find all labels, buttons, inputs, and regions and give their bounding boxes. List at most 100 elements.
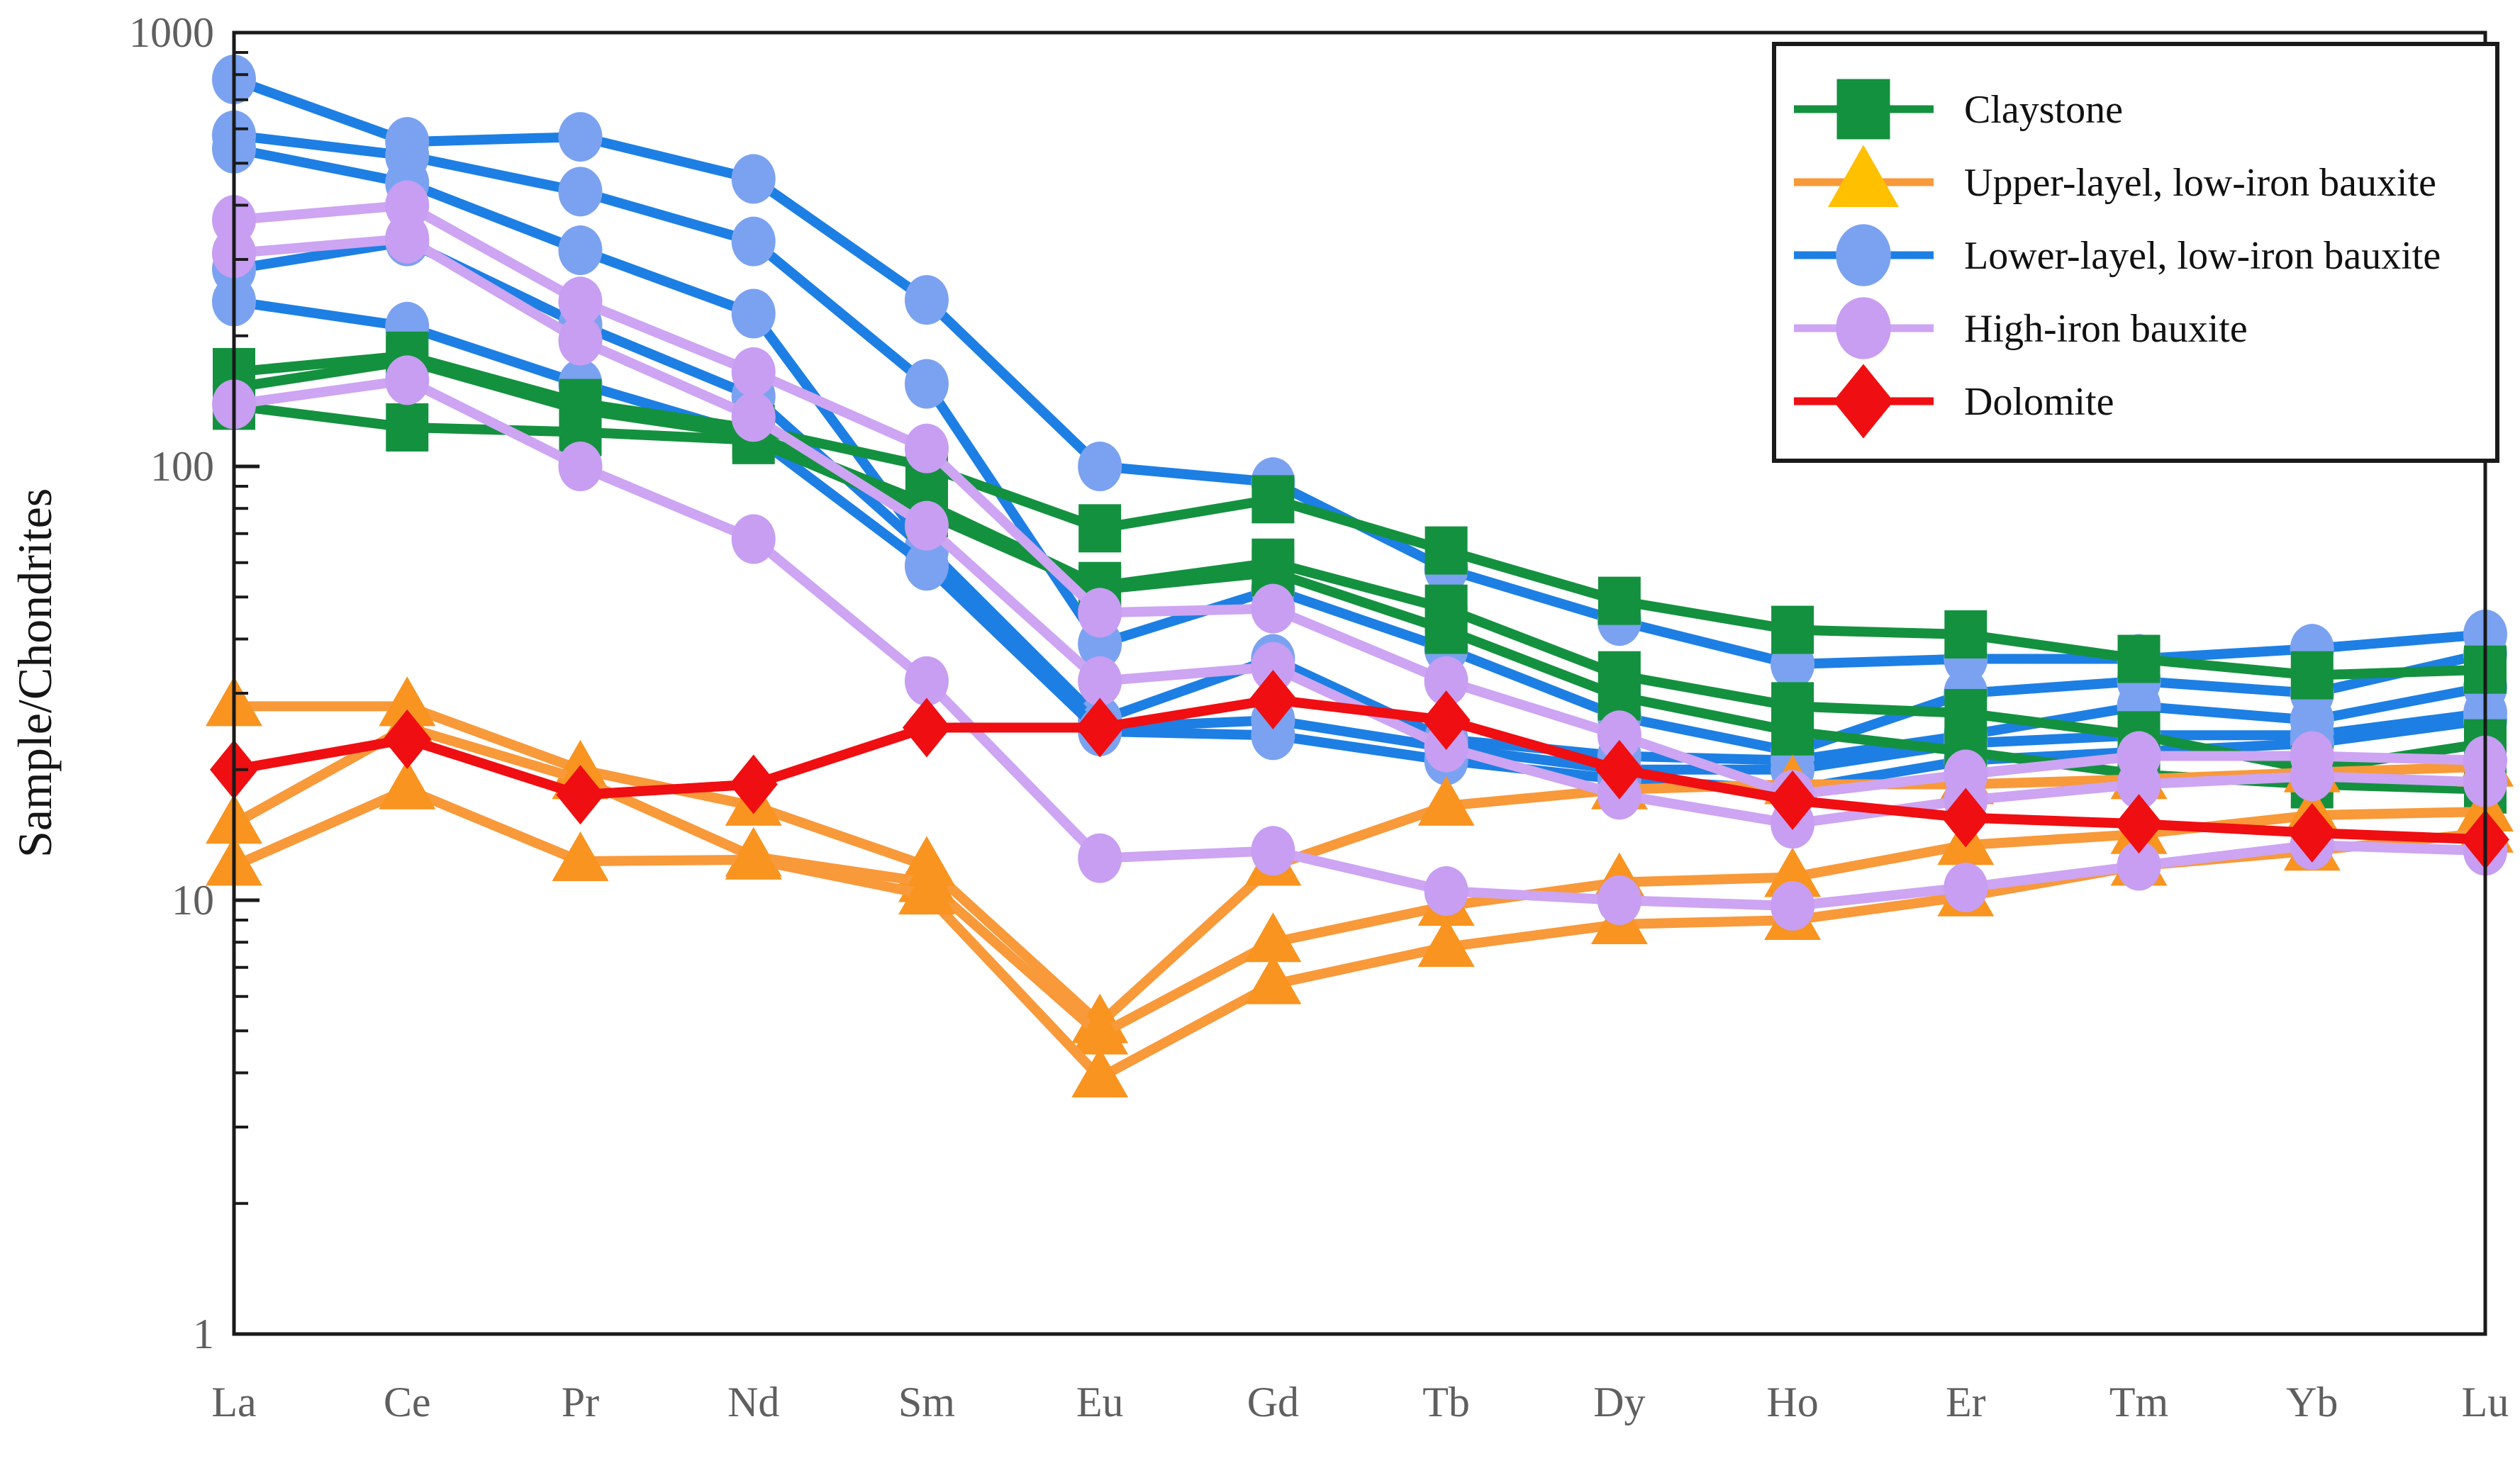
- series-line: [229, 130, 2490, 757]
- data-point-marker: [1078, 588, 1122, 638]
- data-point-marker: [1251, 826, 1295, 876]
- x-tick-label-er: Er: [1946, 1379, 1986, 1425]
- x-tick-label-tm: Tm: [2109, 1379, 2168, 1425]
- x-tick-label-ho: Ho: [1766, 1379, 1818, 1425]
- x-tick-label-tb: Tb: [1422, 1379, 1470, 1425]
- data-point-marker: [1078, 833, 1122, 883]
- series-line: [229, 296, 2490, 795]
- data-point-marker: [1251, 475, 1295, 524]
- data-point-marker: [558, 112, 603, 162]
- legend-entry-lower-layel-low-iron-bauxite: Lower-layel, low-iron bauxite: [1794, 224, 2441, 286]
- series-line: [229, 350, 2490, 680]
- data-point-marker: [1597, 875, 1641, 925]
- data-point-marker: [1836, 79, 1890, 140]
- data-point-marker: [2117, 634, 2161, 683]
- data-point-marker: [552, 831, 609, 881]
- legend-label: Lower-layel, low-iron bauxite: [1964, 234, 2441, 278]
- y-tick-label-1: 1: [193, 1311, 214, 1357]
- data-point-marker: [2290, 751, 2334, 802]
- data-point-marker: [1417, 775, 1475, 826]
- data-point-marker: [1078, 656, 1122, 706]
- data-point-marker: [1941, 788, 1990, 848]
- data-point-marker: [904, 656, 949, 706]
- y-tick-label-1000: 1000: [129, 9, 214, 56]
- data-point-marker: [1249, 670, 1298, 730]
- data-point-marker: [386, 403, 429, 452]
- data-point-marker: [904, 423, 949, 474]
- data-point-marker: [1425, 526, 1468, 575]
- data-point-marker: [731, 154, 776, 204]
- series-line: [229, 400, 2490, 795]
- data-point-marker: [2117, 841, 2161, 891]
- plot-frame: [232, 30, 2487, 1336]
- data-point-marker: [558, 276, 603, 327]
- data-point-marker: [731, 392, 776, 442]
- data-point-marker: [1078, 442, 1122, 491]
- legend-label: Claystone: [1964, 88, 2123, 132]
- data-point-marker: [904, 500, 949, 551]
- legend-label: High-iron bauxite: [1964, 307, 2248, 351]
- x-tick-label-dy: Dy: [1593, 1379, 1645, 1425]
- legend: Claystone Upper-layel, low-iron bauxite Lo…: [1772, 42, 2499, 463]
- x-tick-label-gd: Gd: [1247, 1379, 1299, 1425]
- data-point-marker: [1598, 576, 1641, 625]
- data-point-marker: [558, 225, 603, 276]
- data-point-marker: [1251, 583, 1295, 634]
- data-point-marker: [902, 697, 951, 758]
- data-point-marker: [729, 754, 778, 814]
- data-point-marker: [1076, 697, 1125, 758]
- data-point-marker: [731, 216, 776, 267]
- series-line: [229, 356, 2490, 775]
- legend-entry-claystone: Claystone: [1794, 79, 2123, 140]
- data-point-marker: [1768, 770, 1817, 830]
- data-point-marker: [1078, 504, 1122, 553]
- x-tick-label-la: La: [211, 1379, 256, 1425]
- data-point-marker: [558, 442, 603, 491]
- x-tick-label-lu: Lu: [2462, 1379, 2509, 1425]
- legend-label: Dolomite: [1964, 380, 2114, 424]
- data-point-marker: [1833, 364, 1894, 439]
- data-point-marker: [1251, 710, 1295, 761]
- data-point-marker: [1071, 1048, 1129, 1098]
- data-point-marker: [383, 709, 432, 769]
- data-point-marker: [2117, 759, 2161, 809]
- data-point-marker: [1425, 605, 1468, 654]
- data-point-marker: [1595, 739, 1644, 800]
- x-tick-label-ce: Ce: [384, 1379, 431, 1425]
- data-point-marker: [1597, 710, 1641, 761]
- data-point-marker: [1771, 605, 1814, 654]
- data-point-marker: [1828, 145, 1899, 207]
- legend-entry-high-iron-bauxite: High-iron bauxite: [1794, 297, 2248, 359]
- data-point-marker: [731, 288, 776, 339]
- data-point-marker: [1422, 690, 1471, 751]
- data-point-marker: [1944, 610, 1987, 659]
- y-tick-label-10: 10: [172, 877, 214, 924]
- legend-label: Upper-layel, low-iron bauxite: [1964, 161, 2436, 205]
- data-point-marker: [385, 355, 430, 405]
- x-tick-label-sm: Sm: [898, 1379, 955, 1425]
- data-point-marker: [556, 765, 605, 825]
- series-claystone: [213, 331, 2507, 814]
- data-point-marker: [558, 315, 603, 366]
- series-line: [229, 375, 2490, 912]
- data-point-marker: [898, 865, 955, 915]
- data-point-marker: [558, 167, 603, 217]
- data-point-marker: [2287, 802, 2336, 863]
- data-point-marker: [725, 829, 782, 880]
- data-point-marker: [385, 213, 430, 264]
- data-point-marker: [731, 347, 776, 397]
- x-tick-label-eu: Eu: [1076, 1379, 1124, 1425]
- data-point-marker: [1424, 656, 1468, 706]
- data-point-marker: [1836, 297, 1891, 359]
- series-line: [229, 200, 2490, 800]
- data-point-marker: [731, 514, 776, 564]
- series-line: [229, 701, 2490, 1029]
- data-point-marker: [1417, 917, 1475, 968]
- y-axis-title: Sample/Chondrites: [8, 488, 62, 858]
- series-line: [229, 143, 2490, 766]
- data-point-marker: [2290, 651, 2334, 700]
- data-point-marker: [904, 275, 949, 325]
- data-point-marker: [1424, 866, 1468, 917]
